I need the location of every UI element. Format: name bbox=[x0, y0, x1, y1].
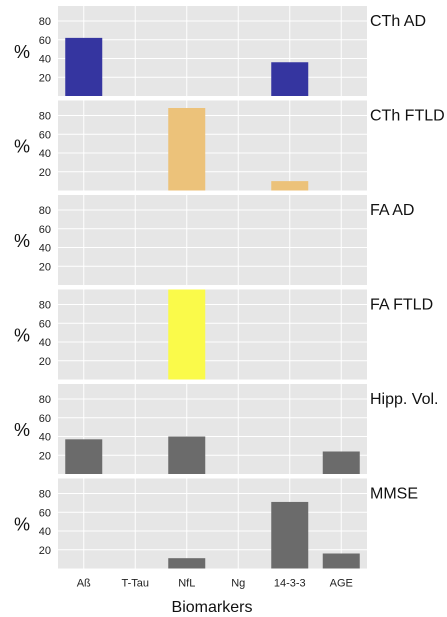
y-tick-label: 40 bbox=[39, 243, 51, 255]
y-tick-label: 60 bbox=[39, 129, 51, 141]
y-tick-label: 20 bbox=[39, 356, 51, 368]
x-tick-label: AGE bbox=[330, 578, 353, 590]
panel-background bbox=[58, 289, 367, 380]
panel-background bbox=[58, 6, 367, 96]
y-tick-label: 20 bbox=[39, 72, 51, 84]
x-tick-label: Aß bbox=[77, 578, 91, 590]
bar-AGE bbox=[322, 451, 360, 474]
x-tick-label: 14-3-3 bbox=[274, 578, 306, 590]
y-axis-label: % bbox=[14, 515, 30, 535]
panel-background bbox=[58, 384, 367, 474]
y-tick-label: 80 bbox=[39, 205, 51, 217]
y-tick-label: 40 bbox=[39, 526, 51, 538]
x-tick-label: NfL bbox=[178, 578, 195, 590]
y-tick-label: 80 bbox=[39, 489, 51, 501]
bar-NfL bbox=[168, 558, 206, 569]
y-tick-label: 60 bbox=[39, 224, 51, 236]
panel-1: 20 40 60 80% CTh AD bbox=[14, 6, 426, 96]
panel-3: 20 40 60 80% FA AD bbox=[14, 195, 414, 285]
y-tick-label: 20 bbox=[39, 167, 51, 179]
bar-NfL bbox=[168, 436, 206, 474]
y-tick-label: 20 bbox=[39, 261, 51, 273]
y-tick-label: 40 bbox=[39, 54, 51, 66]
panel-4: 20 40 60 80% FA FTLD bbox=[14, 289, 433, 380]
bar-14-3-3 bbox=[271, 181, 309, 191]
y-tick-label: 60 bbox=[39, 413, 51, 425]
panel-6: 20 40 60 80% MMSE bbox=[14, 478, 418, 569]
panel-title: MMSE bbox=[370, 486, 418, 503]
y-tick-label: 60 bbox=[39, 507, 51, 519]
panel-background bbox=[58, 100, 367, 191]
y-tick-label: 40 bbox=[39, 337, 51, 349]
y-tick-label: 20 bbox=[39, 450, 51, 462]
bar-Aß bbox=[65, 37, 103, 96]
chart-panels: 20 40 60 80% CTh AD 20 40 60 80% CTh FTLD 20 40 60 80… bbox=[14, 6, 445, 569]
x-tick-label: Ng bbox=[231, 578, 245, 590]
panel-title: CTh AD bbox=[370, 13, 426, 30]
bar-NfL bbox=[168, 108, 206, 191]
y-axis-label: % bbox=[14, 326, 30, 346]
panel-title: FA FTLD bbox=[370, 297, 433, 314]
bar-NfL bbox=[168, 289, 206, 380]
y-tick-label: 80 bbox=[39, 394, 51, 406]
y-axis-label: % bbox=[14, 420, 30, 440]
bar-14-3-3 bbox=[271, 501, 309, 569]
y-axis-label: % bbox=[14, 137, 30, 157]
panel-title: CTh FTLD bbox=[370, 108, 445, 125]
panel-title: FA AD bbox=[370, 202, 414, 219]
y-axis-label: % bbox=[14, 231, 30, 251]
y-tick-label: 20 bbox=[39, 545, 51, 557]
y-tick-label: 80 bbox=[39, 111, 51, 123]
y-axis-label: % bbox=[14, 42, 30, 62]
panel-5: 20 40 60 80% Hipp. Vol. bbox=[14, 384, 438, 474]
x-tick-label: T-Tau bbox=[121, 578, 149, 590]
bar-AGE bbox=[322, 553, 360, 569]
y-tick-label: 60 bbox=[39, 35, 51, 47]
bar-Aß bbox=[65, 439, 103, 474]
x-axis-title: Biomarkers bbox=[172, 599, 253, 616]
y-tick-label: 80 bbox=[39, 16, 51, 28]
y-tick-label: 60 bbox=[39, 318, 51, 330]
panel-background bbox=[58, 195, 367, 285]
y-tick-label: 40 bbox=[39, 148, 51, 160]
panel-background bbox=[58, 478, 367, 569]
y-tick-label: 80 bbox=[39, 300, 51, 312]
bar-14-3-3 bbox=[271, 62, 309, 96]
panel-2: 20 40 60 80% CTh FTLD bbox=[14, 100, 445, 191]
y-tick-label: 40 bbox=[39, 432, 51, 444]
panel-title: Hipp. Vol. bbox=[370, 391, 438, 408]
shared-x-axis: Aß T-Tau NfL Ng 14-3-3 AGE bbox=[77, 578, 353, 590]
